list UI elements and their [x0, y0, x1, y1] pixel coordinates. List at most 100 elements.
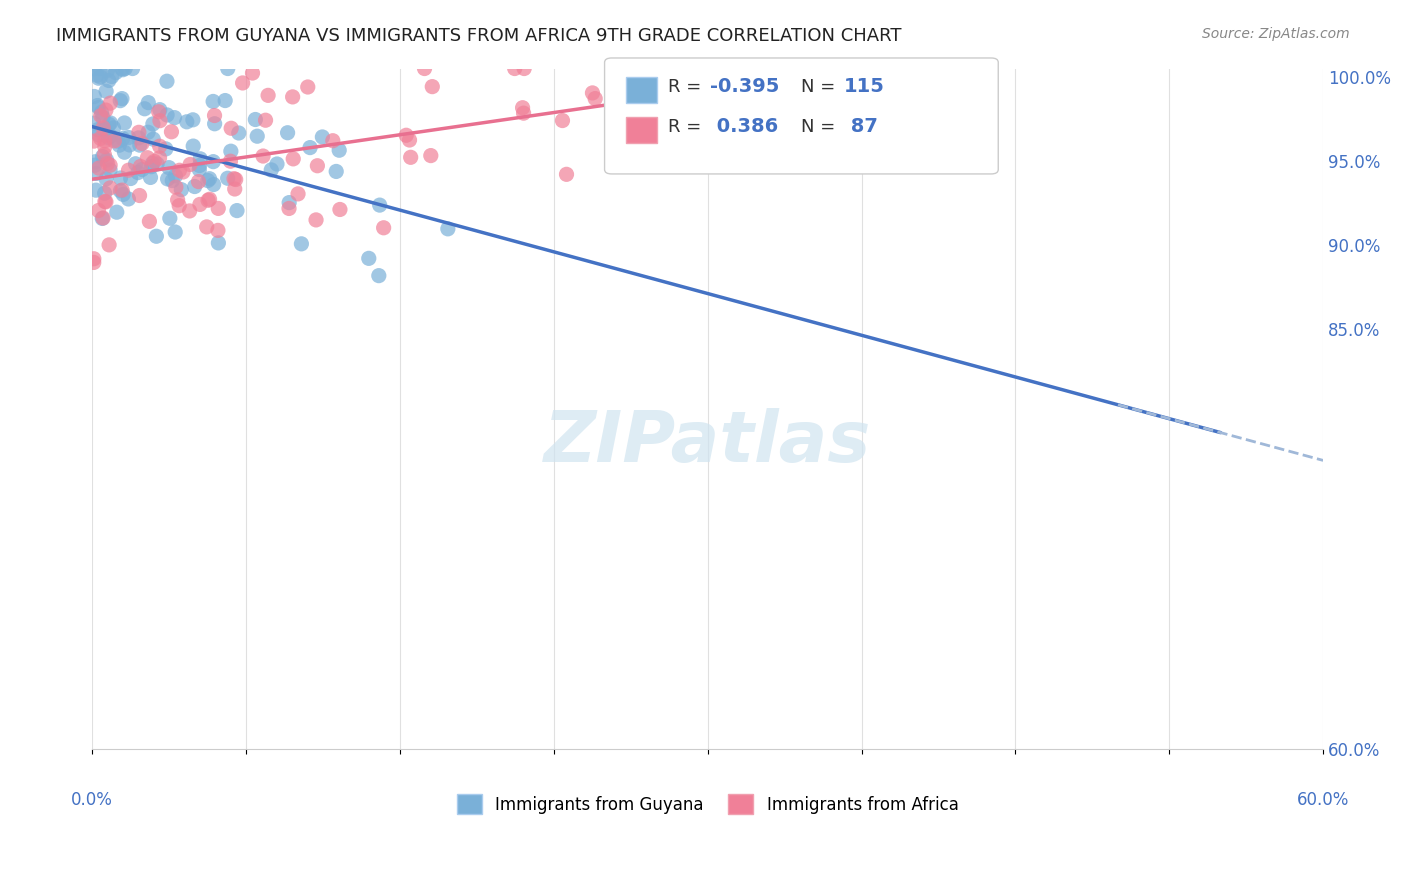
Point	[111, 92, 134, 106]
Point	[94, 103, 117, 117]
Point	[131, 162, 153, 177]
Point	[87, 128, 110, 142]
Point	[82, 62, 104, 76]
Point	[136, 125, 159, 139]
Point	[127, 165, 149, 179]
Point	[307, 159, 329, 173]
Point	[322, 134, 344, 148]
Point	[108, 138, 131, 153]
Point	[86, 98, 108, 112]
Point	[138, 214, 160, 228]
Point	[89, 131, 111, 145]
Point	[172, 165, 194, 179]
Point	[103, 134, 125, 148]
Point	[98, 181, 121, 195]
Point	[103, 120, 125, 135]
Point	[156, 172, 179, 186]
Point	[111, 62, 134, 76]
Point	[217, 62, 239, 76]
Point	[94, 139, 117, 153]
Point	[228, 126, 250, 140]
Text: R =: R =	[668, 118, 707, 136]
Point	[246, 129, 269, 144]
Point	[187, 175, 209, 189]
Point	[157, 161, 180, 175]
Point	[131, 136, 153, 151]
Text: ZIPatlas: ZIPatlas	[544, 409, 872, 477]
Point	[97, 117, 120, 131]
Point	[254, 113, 277, 128]
Point	[83, 116, 105, 130]
Point	[207, 235, 229, 250]
Point	[155, 142, 177, 156]
Point	[83, 134, 105, 148]
Point	[94, 194, 117, 209]
Point	[299, 140, 322, 154]
Point	[420, 79, 443, 94]
Point	[136, 95, 159, 110]
Point	[86, 68, 108, 82]
Point	[148, 151, 170, 165]
Point	[83, 255, 105, 269]
Point	[121, 62, 143, 76]
Text: 60.0%: 60.0%	[1296, 791, 1350, 809]
Text: N =: N =	[801, 78, 841, 95]
Point	[91, 150, 114, 164]
Point	[204, 109, 226, 123]
Point	[111, 131, 134, 145]
Point	[226, 203, 249, 218]
Point	[357, 252, 380, 266]
Point	[202, 154, 225, 169]
Point	[281, 90, 304, 104]
Point	[217, 171, 239, 186]
Point	[179, 203, 201, 218]
Point	[328, 143, 350, 157]
Point	[110, 184, 132, 198]
Point	[98, 163, 121, 178]
Point	[266, 157, 288, 171]
Point	[87, 71, 110, 86]
Point	[93, 186, 115, 201]
Point	[142, 117, 165, 131]
Point	[245, 112, 267, 127]
Point	[329, 202, 352, 217]
Text: Source: ZipAtlas.com: Source: ZipAtlas.com	[1202, 27, 1350, 41]
Point	[512, 101, 534, 115]
Point	[84, 154, 107, 169]
Point	[188, 159, 211, 173]
Point	[163, 111, 186, 125]
Point	[170, 183, 193, 197]
Point	[225, 172, 247, 186]
Point	[87, 161, 110, 175]
Point	[413, 62, 436, 76]
Text: 0.0%: 0.0%	[72, 791, 112, 809]
Point	[98, 158, 121, 172]
Point	[94, 171, 117, 186]
Point	[141, 156, 163, 170]
Point	[512, 106, 534, 120]
Point	[287, 186, 309, 201]
Point	[305, 213, 328, 227]
Point	[117, 192, 139, 206]
Point	[219, 121, 242, 136]
Point	[83, 252, 105, 266]
Point	[202, 178, 225, 192]
Point	[90, 105, 112, 120]
Point	[395, 128, 418, 143]
Point	[112, 187, 135, 202]
Point	[183, 179, 205, 194]
Point	[219, 145, 242, 159]
Point	[513, 62, 536, 76]
Point	[142, 132, 165, 146]
Point	[91, 111, 114, 125]
Text: N =: N =	[801, 118, 841, 136]
Point	[93, 134, 115, 148]
Point	[156, 74, 179, 88]
Point	[232, 76, 254, 90]
Point	[111, 62, 134, 77]
Point	[551, 113, 574, 128]
Point	[98, 96, 121, 111]
Point	[169, 163, 191, 178]
Point	[110, 171, 132, 186]
Point	[165, 180, 187, 194]
